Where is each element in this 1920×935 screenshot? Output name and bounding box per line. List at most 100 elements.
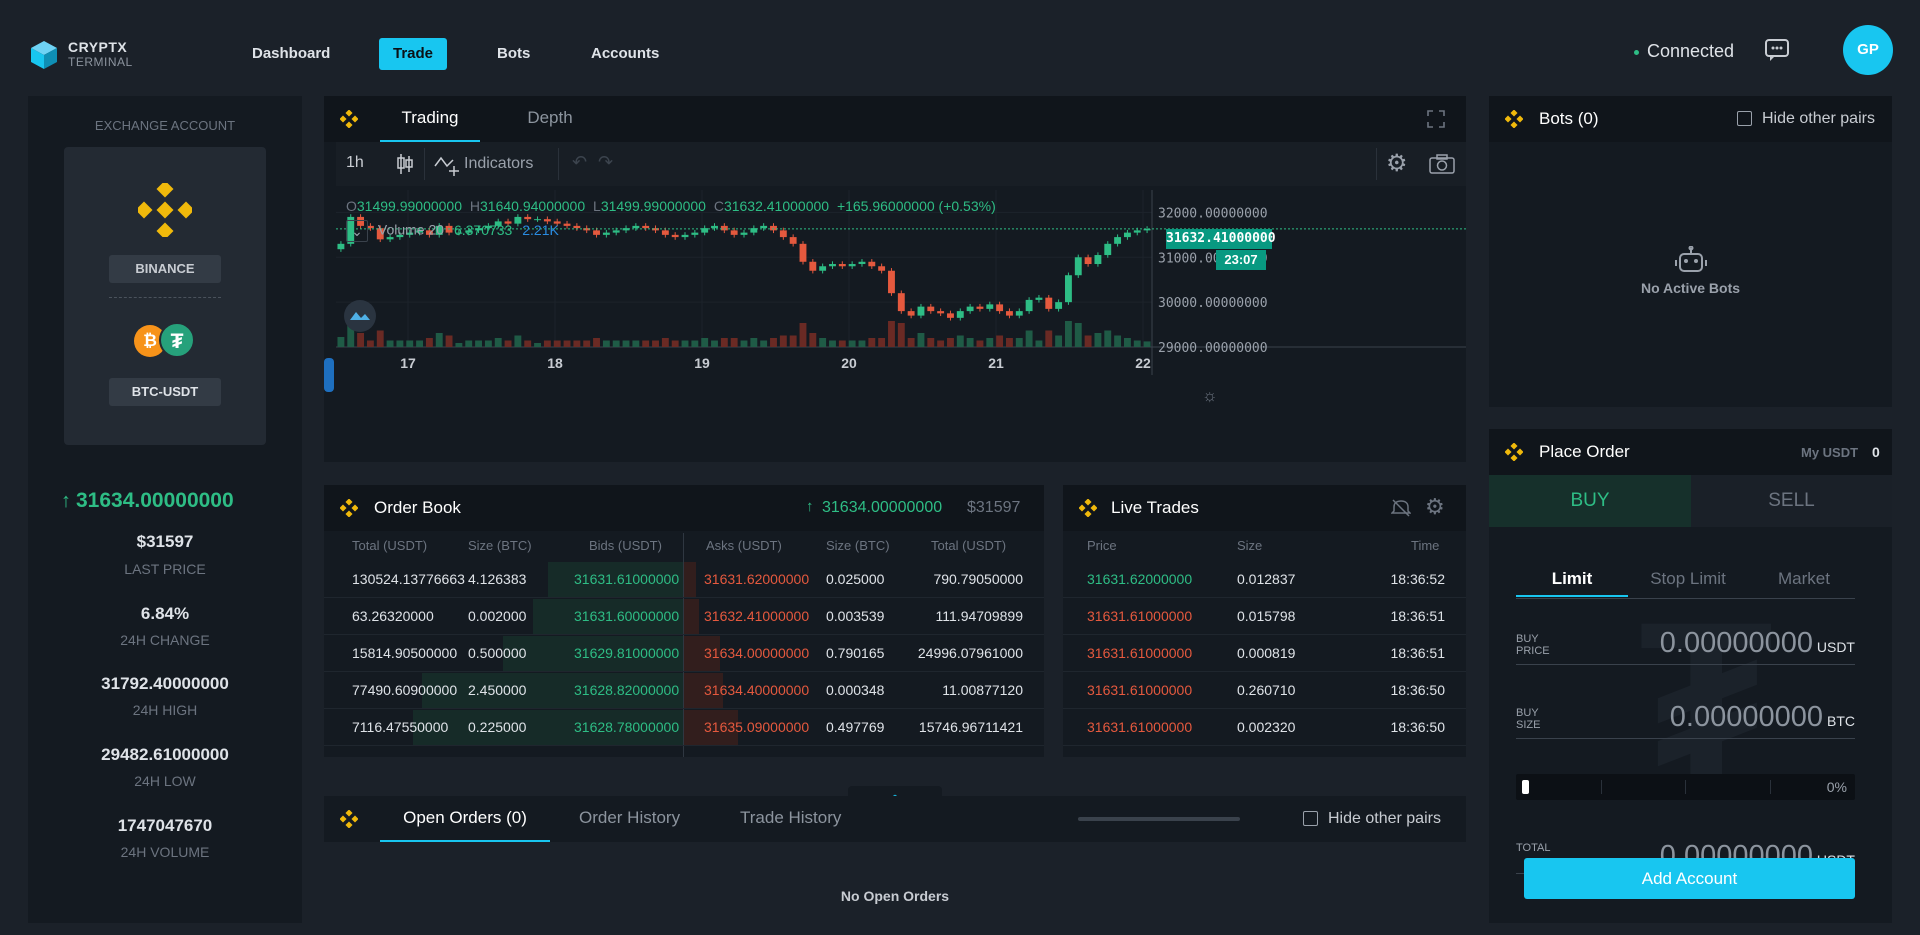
exchange-card[interactable]: BINANCE ₿ ₮ BTC-USDT: [64, 147, 266, 445]
slider-handle[interactable]: [1522, 780, 1529, 794]
ob-header-bid-total: Total (USDT): [352, 538, 428, 553]
candle-body: [563, 223, 571, 226]
table-row[interactable]: 31631.61000000 0.000819 18:36:51: [1063, 635, 1466, 672]
amount-slider[interactable]: 0%: [1516, 774, 1855, 800]
trades-header-size: Size: [1237, 538, 1263, 553]
nav-accounts[interactable]: Accounts: [591, 45, 660, 62]
chart-logo-icon: [344, 300, 376, 332]
candle-body: [799, 243, 807, 262]
trade-price: 31631.61000000: [1087, 719, 1193, 735]
order-type-market[interactable]: Market: [1778, 569, 1830, 588]
candle-body: [819, 266, 827, 271]
bid-total: 15814.90500000: [352, 645, 458, 661]
settings-icon[interactable]: ⚙: [1386, 150, 1408, 177]
buy-price-field[interactable]: BUY PRICE 0.00000000 USDT: [1516, 625, 1855, 665]
tab-trading[interactable]: Trading: [380, 108, 480, 142]
chat-icon[interactable]: [1764, 38, 1790, 62]
trades-header-price: Price: [1087, 538, 1117, 553]
sell-tab[interactable]: SELL: [1691, 475, 1892, 527]
table-row[interactable]: 130524.13776663 4.126383 31631.61000000 316…: [324, 561, 1044, 598]
card-divider: [109, 297, 221, 298]
orders-scrollbar[interactable]: [1078, 817, 1240, 821]
table-row[interactable]: 31631.61000000 0.002320 18:36:50: [1063, 709, 1466, 746]
nav-dashboard[interactable]: Dashboard: [252, 45, 331, 62]
candles-icon[interactable]: [396, 153, 414, 175]
volume-bar: [484, 340, 492, 347]
buy-size-value[interactable]: 0.00000000: [1669, 701, 1823, 733]
nav-trade[interactable]: Trade: [379, 38, 448, 70]
tab-order-history[interactable]: Order History: [579, 808, 681, 827]
tab-trade-history[interactable]: Trade History: [740, 808, 842, 827]
mute-icon[interactable]: [1391, 499, 1411, 517]
candlestick-chart[interactable]: 32000.0000000031000.0000000030000.000000…: [336, 190, 1466, 438]
fullscreen-icon[interactable]: [1427, 110, 1445, 128]
orders-hide-checkbox[interactable]: [1303, 811, 1318, 826]
order-type-stop-limit[interactable]: Stop Limit: [1650, 569, 1726, 588]
candle-body: [976, 306, 984, 309]
ask-total: 24996.07961000: [917, 645, 1023, 661]
volume-bar: [1055, 335, 1063, 347]
undo-icon[interactable]: ↶: [572, 152, 588, 172]
trade-size: 0.260710: [1237, 682, 1296, 698]
tab-depth[interactable]: Depth: [527, 108, 573, 127]
slider-tick: [1770, 780, 1771, 794]
scroll-handle[interactable]: [324, 358, 334, 392]
candle-body: [514, 216, 522, 224]
price-tag: 31632.41000000: [1166, 229, 1276, 249]
trade-time: 18:36:51: [1390, 608, 1446, 624]
table-row[interactable]: 31631.62000000 0.012837 18:36:52: [1063, 561, 1466, 598]
chart-area[interactable]: 32000.00000000 31000.00000000 30000.000000…: [336, 190, 1466, 438]
candle-body: [652, 228, 659, 231]
candle-body: [1094, 255, 1102, 265]
avatar[interactable]: GP: [1843, 25, 1893, 75]
indicators-button[interactable]: Indicators: [464, 155, 534, 172]
my-usdt-value: 0: [1872, 444, 1880, 460]
table-row[interactable]: 77490.60900000 2.450000 31628.82000000 3163…: [324, 672, 1044, 709]
interval-button[interactable]: 1h: [346, 154, 364, 171]
volume-bar: [720, 338, 728, 347]
nav-bots[interactable]: Bots: [497, 45, 531, 62]
row-divider: [324, 708, 1044, 709]
volume-bar: [868, 338, 876, 347]
indicators-icon[interactable]: [434, 154, 460, 176]
volume-bar: [1035, 340, 1043, 347]
tab-open-orders[interactable]: Open Orders (0): [380, 808, 550, 842]
table-row[interactable]: 63.26320000 0.002000 31631.60000000 31632.4…: [324, 598, 1044, 635]
ask-depth-bar: [684, 636, 720, 671]
table-row[interactable]: 15814.90500000 0.500000 31629.81000000 3163…: [324, 635, 1044, 672]
volume-bar: [681, 340, 689, 347]
ask-size: 0.000348: [826, 682, 885, 698]
buy-size-field[interactable]: BUY SIZE 0.00000000 BTC: [1516, 699, 1855, 739]
table-row[interactable]: 31631.61000000 0.260710 18:36:50: [1063, 672, 1466, 709]
candle-body: [504, 221, 512, 224]
order-book-header: Order Book ↑ 31634.00000000 $31597: [324, 485, 1044, 531]
volume-bar: [701, 338, 709, 347]
orders-hide-label[interactable]: Hide other pairs: [1328, 810, 1441, 827]
table-row[interactable]: 7116.47550000 0.225000 31628.78000000 31635…: [324, 709, 1044, 746]
brand-logo[interactable]: CRYPTX TERMINAL: [30, 37, 150, 71]
volume-bar: [779, 335, 787, 347]
volume-bar: [996, 335, 1004, 347]
bots-hide-checkbox[interactable]: [1737, 111, 1752, 126]
trades-settings-icon[interactable]: ⚙: [1425, 494, 1445, 519]
trades-header-time: Time: [1411, 538, 1440, 553]
volume-label: Volume 20: [377, 221, 445, 238]
chart-settings-icon[interactable]: ☼: [1202, 386, 1218, 405]
order-type-limit[interactable]: Limit: [1516, 569, 1628, 597]
bid-size: 0.500000: [468, 645, 527, 661]
ask-depth-bar: [684, 673, 723, 708]
bid-price: 31629.81000000: [574, 645, 680, 661]
collapse-legend-icon[interactable]: ⌄: [346, 220, 368, 242]
robot-icon: [1675, 246, 1707, 272]
ohlc-readout: O31499.99000000 H31640.94000000 L31499.9…: [346, 198, 996, 214]
buy-price-value[interactable]: 0.00000000: [1659, 627, 1813, 659]
buy-tab[interactable]: BUY: [1489, 475, 1691, 527]
ask-price: 31634.00000000: [704, 645, 810, 661]
volume-bar: [583, 340, 591, 347]
price-up-arrow: ↑: [61, 490, 71, 512]
table-row[interactable]: 31631.61000000 0.015798 18:36:51: [1063, 598, 1466, 635]
bots-hide-label[interactable]: Hide other pairs: [1762, 110, 1875, 127]
redo-icon[interactable]: ↷: [598, 152, 614, 172]
camera-icon[interactable]: [1429, 154, 1455, 174]
add-account-button[interactable]: Add Account: [1524, 858, 1855, 899]
